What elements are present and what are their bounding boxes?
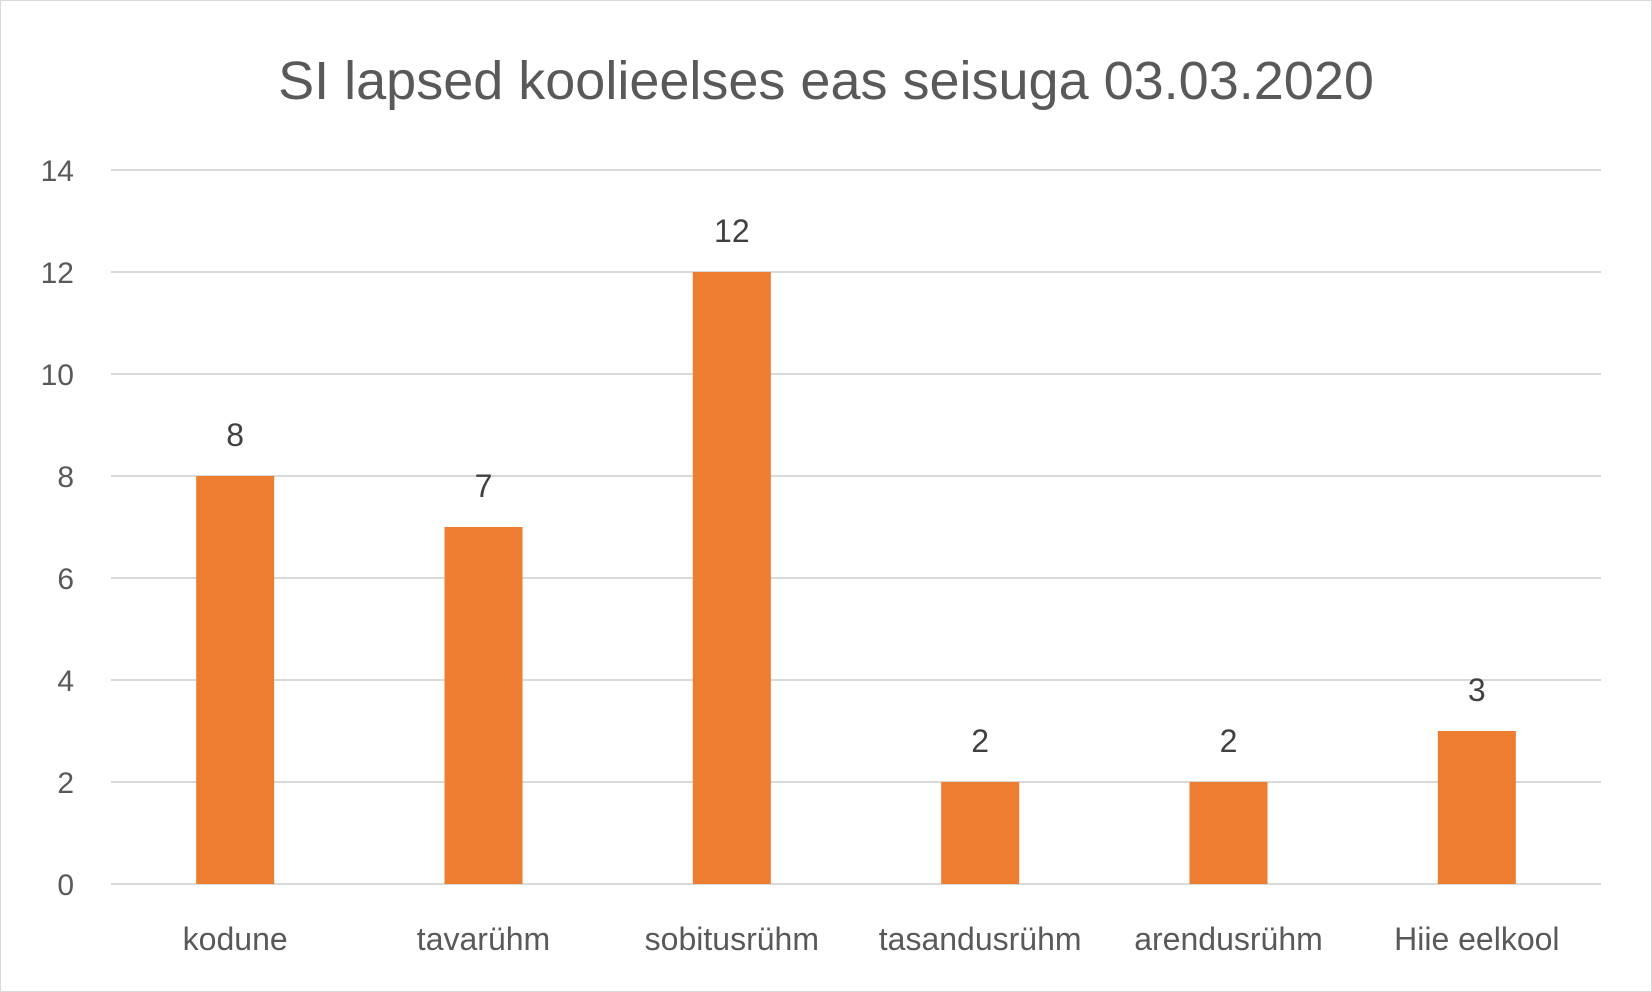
bar — [444, 527, 523, 884]
x-tick-label: sobitusrühm — [645, 921, 819, 957]
y-tick-label: 4 — [57, 665, 74, 698]
x-axis-category-labels: kodune tavarühm sobitusrühm tasandusrühm are… — [183, 921, 1560, 957]
bar — [692, 272, 771, 884]
data-label: 2 — [1220, 723, 1238, 759]
bar — [196, 476, 275, 884]
y-tick-label: 0 — [57, 869, 74, 902]
bars — [196, 272, 1516, 884]
y-tick-label: 14 — [41, 155, 74, 188]
data-label: 8 — [226, 417, 244, 453]
gridlines — [111, 169, 1601, 885]
bar — [941, 782, 1020, 884]
y-tick-label: 10 — [41, 359, 74, 392]
y-tick-label: 12 — [41, 257, 74, 290]
y-tick-label: 8 — [57, 461, 74, 494]
x-tick-label: Hiie eelkool — [1394, 921, 1559, 957]
x-tick-label: tasandusrühm — [879, 921, 1082, 957]
bar — [1437, 731, 1516, 884]
data-label: 7 — [475, 468, 493, 504]
data-labels: 8 7 12 2 2 3 — [226, 213, 1485, 759]
y-tick-label: 6 — [57, 563, 74, 596]
x-tick-label: arendusrühm — [1134, 921, 1323, 957]
data-label: 2 — [971, 723, 989, 759]
bar — [1189, 782, 1268, 884]
chart-title: SI lapsed koolieelses eas seisuga 03.03.… — [278, 51, 1374, 111]
data-label: 12 — [714, 213, 750, 249]
y-tick-label: 2 — [57, 767, 74, 800]
x-tick-label: kodune — [183, 921, 288, 957]
y-axis-tick-labels: 0 2 4 6 8 10 12 14 — [41, 155, 74, 902]
x-tick-label: tavarühm — [417, 921, 550, 957]
data-label: 3 — [1468, 672, 1486, 708]
